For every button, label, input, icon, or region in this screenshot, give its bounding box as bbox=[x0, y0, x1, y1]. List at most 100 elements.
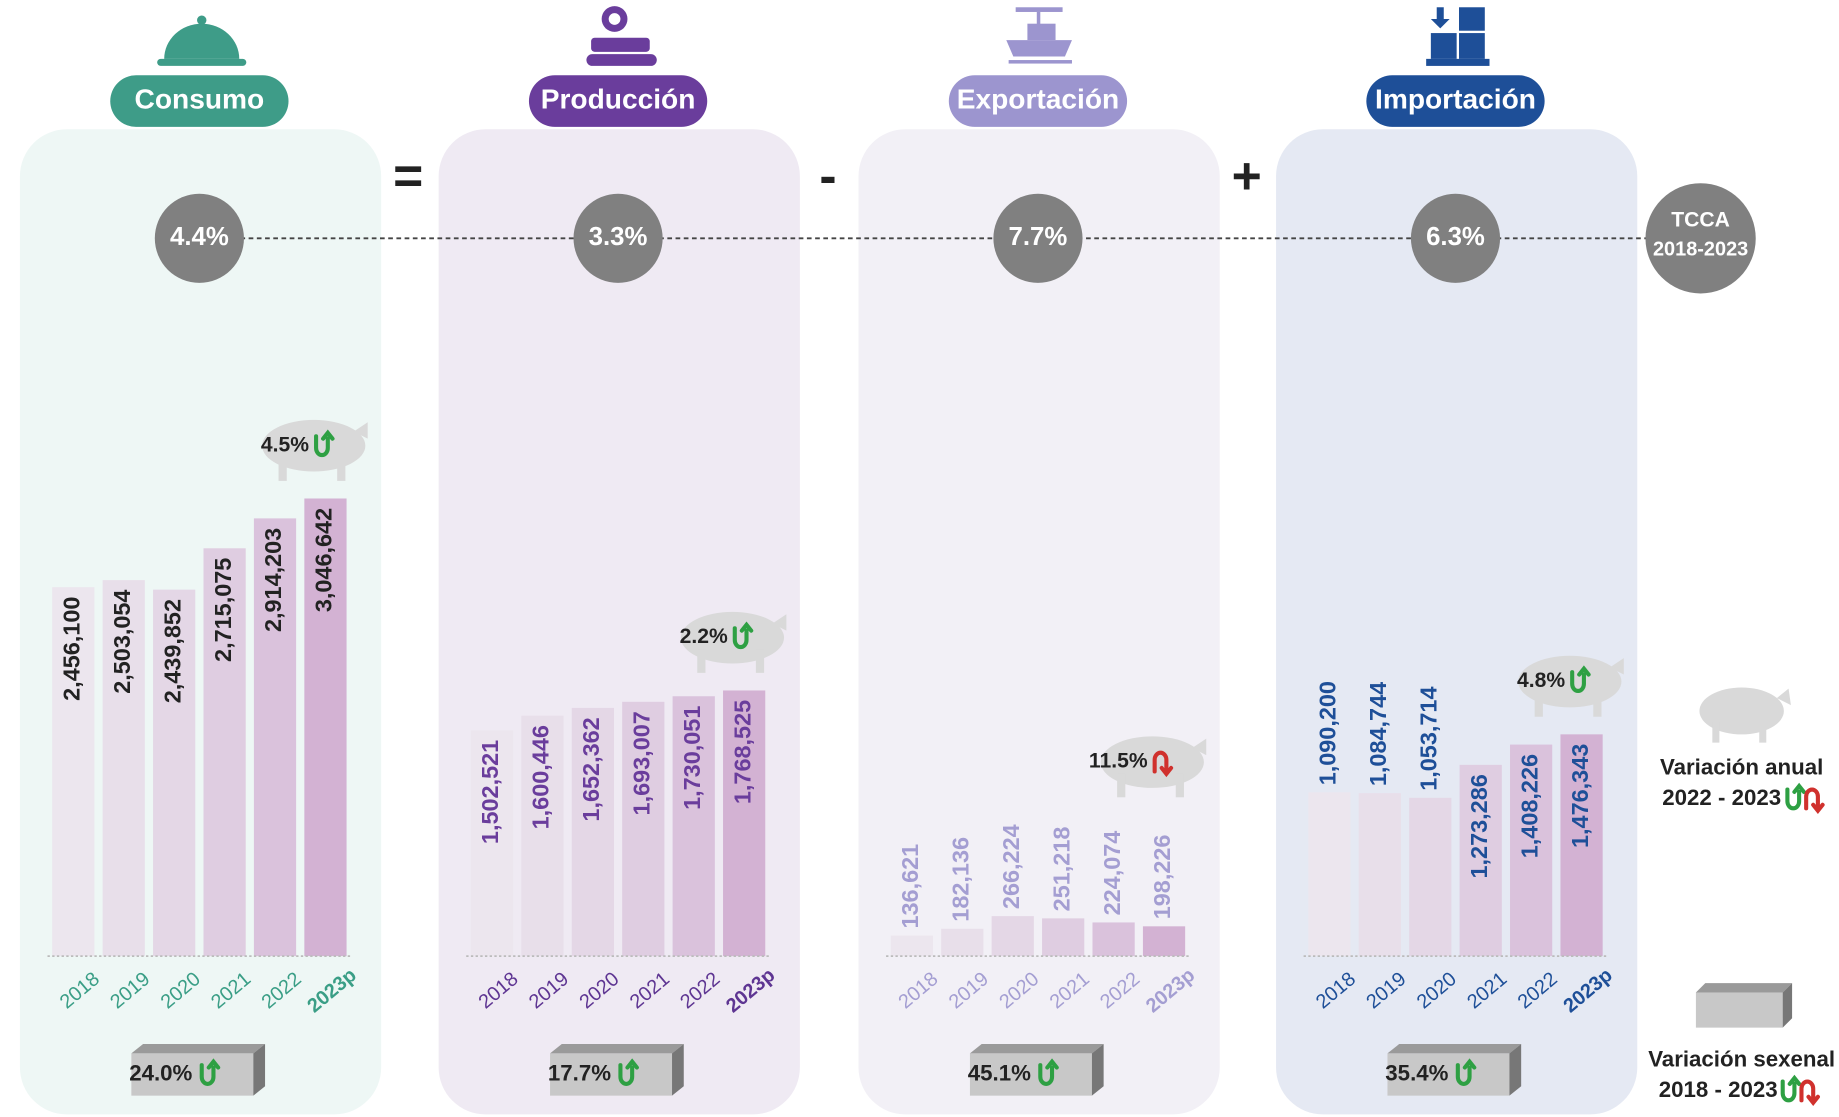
pig-leg bbox=[1534, 693, 1543, 717]
box-top bbox=[969, 1044, 1104, 1054]
pig-leg bbox=[1175, 773, 1184, 798]
box-legend bbox=[1695, 983, 1793, 1028]
sexennial-variation-value: 17.7% bbox=[548, 1060, 611, 1085]
value-label: 2,715,075 bbox=[210, 558, 236, 662]
bar bbox=[1308, 792, 1351, 957]
value-label: 136,621 bbox=[897, 844, 923, 929]
bar bbox=[890, 935, 933, 957]
value-label: 1,693,007 bbox=[628, 711, 654, 815]
legend-arrows bbox=[1780, 782, 1825, 1106]
annual-legend-period: 2022 - 2023 bbox=[1662, 785, 1781, 810]
value-label: 1,768,525 bbox=[729, 700, 755, 804]
tcca-value: 4.4% bbox=[170, 223, 229, 251]
pig-leg bbox=[1117, 773, 1126, 798]
annual-variation: 4.8% bbox=[1517, 655, 1624, 717]
arrow-down bbox=[1152, 750, 1174, 778]
value-label: 2,439,852 bbox=[159, 599, 185, 703]
pig-legend bbox=[1699, 687, 1791, 743]
box-side bbox=[1091, 1044, 1104, 1096]
tcca-value: 7.7% bbox=[1009, 223, 1068, 251]
box-top bbox=[131, 1044, 266, 1054]
bar bbox=[52, 587, 95, 957]
pig-leg bbox=[697, 649, 706, 673]
box-side bbox=[253, 1044, 266, 1096]
value-label: 2,456,100 bbox=[58, 597, 84, 701]
bar bbox=[1560, 734, 1603, 957]
tcca-value: 3.3% bbox=[589, 223, 648, 251]
tcca-circle bbox=[993, 193, 1083, 283]
title-pill bbox=[110, 75, 289, 127]
sexennial-variation-value: 35.4% bbox=[1385, 1060, 1448, 1085]
tcca-circle bbox=[573, 193, 663, 283]
annual-variation: 11.5% bbox=[1089, 736, 1207, 798]
box-top bbox=[1387, 1044, 1522, 1054]
bar bbox=[1459, 764, 1502, 957]
value-label: 1,652,362 bbox=[578, 717, 604, 821]
pig-ear bbox=[1192, 738, 1207, 756]
value-label: 1,273,286 bbox=[1466, 774, 1492, 878]
title-pill bbox=[528, 75, 708, 127]
arrow-down bbox=[1804, 787, 1825, 814]
box-front bbox=[550, 1053, 673, 1096]
value-label: 1,600,446 bbox=[528, 725, 554, 829]
pig-leg bbox=[337, 457, 346, 481]
panel bbox=[858, 129, 1220, 1115]
icon-produccion bbox=[586, 6, 657, 66]
value-label: 182,136 bbox=[947, 837, 973, 922]
bar bbox=[304, 498, 347, 957]
bar bbox=[941, 928, 984, 957]
box-side bbox=[1509, 1044, 1522, 1096]
title-pill bbox=[948, 75, 1128, 127]
sexennial-variation-value: 45.1% bbox=[968, 1060, 1031, 1085]
icon-consumo bbox=[157, 15, 247, 66]
box-side bbox=[672, 1044, 684, 1096]
operator: = bbox=[393, 146, 423, 204]
value-label: 1,476,343 bbox=[1567, 744, 1593, 848]
bar bbox=[521, 715, 564, 957]
annual-variation: 4.5% bbox=[261, 419, 368, 481]
annual-legend: Variación anual bbox=[1660, 754, 1823, 779]
bar bbox=[203, 548, 246, 957]
panel-title: Importación bbox=[1375, 84, 1536, 115]
value-label: 198,226 bbox=[1149, 835, 1175, 920]
value-label: 1,053,714 bbox=[1415, 687, 1441, 791]
pig-leg bbox=[755, 649, 765, 673]
bar bbox=[1042, 918, 1085, 957]
bar bbox=[1092, 922, 1135, 957]
box-front bbox=[1387, 1053, 1510, 1096]
value-label: 224,074 bbox=[1099, 831, 1125, 916]
arrow-down bbox=[1799, 1079, 1820, 1106]
tcca-legend: TCCA bbox=[1671, 208, 1730, 231]
bar bbox=[470, 730, 514, 957]
tcca-circle bbox=[154, 193, 244, 283]
icon-importacion bbox=[1426, 7, 1490, 66]
operator: + bbox=[1232, 146, 1262, 204]
pig-leg bbox=[1593, 693, 1602, 717]
tcca-legend-period: 2018-2023 bbox=[1653, 238, 1748, 260]
value-label: 1,090,200 bbox=[1315, 681, 1341, 785]
panel-title: Producción bbox=[541, 84, 696, 115]
bar bbox=[571, 707, 614, 957]
arrow-up bbox=[1038, 1058, 1059, 1086]
box-front bbox=[131, 1053, 254, 1096]
annual-variation-value: 4.5% bbox=[261, 433, 309, 456]
arrow-up bbox=[199, 1058, 221, 1086]
annual-variation-value: 11.5% bbox=[1089, 750, 1148, 773]
panel-title: Exportación bbox=[957, 84, 1120, 115]
arrow-up bbox=[1570, 665, 1591, 693]
annual-variation: 2.2% bbox=[680, 611, 787, 673]
sexennial-legend-period: 2018 - 2023 bbox=[1659, 1077, 1778, 1102]
arrow-up bbox=[314, 429, 335, 458]
operator: - bbox=[819, 146, 836, 204]
bar bbox=[723, 690, 766, 957]
bar bbox=[1510, 744, 1553, 957]
box-front bbox=[969, 1053, 1092, 1096]
value-label: 266,224 bbox=[998, 824, 1024, 909]
value-label: 1,084,744 bbox=[1365, 682, 1391, 786]
value-label: 2,503,054 bbox=[109, 590, 135, 694]
annual-variation-value: 2.2% bbox=[680, 625, 728, 648]
bar bbox=[991, 916, 1034, 957]
bar bbox=[672, 696, 715, 957]
value-label: 1,730,051 bbox=[679, 706, 705, 810]
